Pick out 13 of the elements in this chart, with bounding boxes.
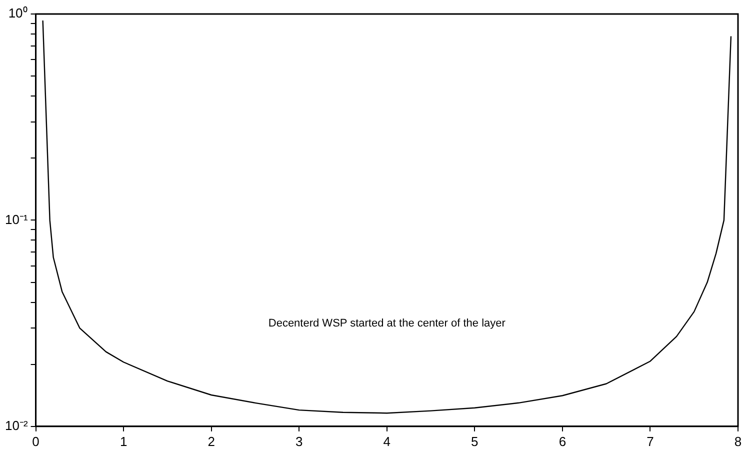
x-tick-label: 6 [558, 434, 566, 449]
x-tick-label: 0 [32, 434, 40, 449]
y-tick-label: 10⁻² [4, 418, 28, 433]
y-tick-label: 10⁰ [8, 6, 28, 21]
x-tick-label: 5 [471, 434, 478, 449]
x-tick-label: 3 [296, 434, 303, 449]
x-tick-label: 4 [383, 434, 391, 449]
x-tick-label: 1 [120, 434, 128, 449]
x-tick-label: 8 [734, 434, 742, 449]
annotation: Decenterd WSP started at the center of the layer [268, 317, 506, 330]
x-tick-label: 7 [646, 434, 654, 449]
x-tick-label: 2 [208, 434, 215, 449]
y-tick-label: 10⁻¹ [4, 212, 28, 227]
